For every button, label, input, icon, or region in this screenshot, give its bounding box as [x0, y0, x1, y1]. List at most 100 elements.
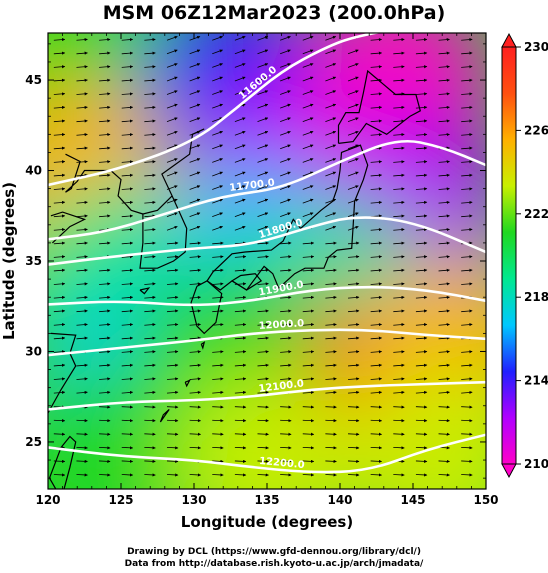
- wind-arrow-514: [76, 105, 88, 110]
- wind-arrow-195: [166, 336, 179, 340]
- wind-arrow-613: [166, 35, 178, 41]
- wind-arrow-186: [393, 350, 405, 354]
- wind-arrow-509: [393, 119, 405, 123]
- wind-arrow-14: [370, 473, 383, 477]
- wind-arrow-539: [212, 90, 223, 95]
- wind-arrow-303: [461, 268, 473, 272]
- wind-arrow-275: [257, 282, 269, 286]
- wind-arrow-1: [76, 473, 88, 477]
- wind-arrow-569: [461, 78, 473, 82]
- wind-arrow-622: [370, 37, 383, 42]
- wind-arrow-323: [53, 241, 66, 245]
- wind-arrow-425: [212, 171, 223, 177]
- wind-arrow-248: [76, 295, 88, 300]
- wind-arrow-291: [189, 268, 201, 272]
- wind-arrow-484: [257, 130, 269, 136]
- wind-arrow-297: [325, 268, 337, 272]
- wind-arrow-202: [325, 336, 337, 340]
- wind-arrow-466: [280, 144, 291, 150]
- wind-arrow-433: [393, 173, 405, 177]
- wind-arrow-152: [53, 363, 66, 367]
- wind-arrow-368: [212, 212, 223, 218]
- wind-arrow-3: [121, 473, 134, 477]
- wind-arrow-150: [438, 377, 450, 381]
- wind-arrow-141: [234, 377, 247, 381]
- wind-arrow-537: [166, 90, 178, 95]
- wind-arrow-203: [347, 336, 360, 340]
- wind-arrow-586: [415, 65, 428, 69]
- wind-arrow-322: [461, 255, 473, 259]
- wind-arrow-378: [438, 214, 450, 218]
- wind-arrow-120: [189, 390, 201, 395]
- wind-arrow-318: [370, 255, 383, 259]
- wind-arrow-453: [415, 160, 428, 164]
- x-tick-label-1: 125: [108, 493, 133, 507]
- wind-arrow-56: [461, 446, 473, 450]
- coastline-0: [206, 144, 369, 291]
- wind-arrow-32: [348, 459, 360, 463]
- wind-arrow-413: [370, 187, 383, 191]
- wind-arrow-2: [99, 473, 111, 477]
- wind-arrow-423: [166, 171, 178, 177]
- wind-arrow-530: [438, 105, 450, 110]
- wind-arrow-209: [53, 322, 66, 327]
- wind-arrow-193: [121, 336, 134, 340]
- wind-vectors: [53, 35, 473, 477]
- wind-arrow-139: [189, 377, 201, 381]
- wind-arrow-91: [393, 419, 405, 423]
- wind-arrow-73: [415, 432, 428, 436]
- wind-arrow-53: [393, 446, 405, 450]
- coastlines: [48, 69, 422, 489]
- wind-arrow-228: [53, 309, 66, 313]
- wind-arrow-37: [461, 459, 473, 463]
- wind-arrow-106: [302, 405, 315, 409]
- wind-arrow-491: [415, 132, 428, 137]
- wind-arrow-604: [393, 51, 405, 55]
- wind-arrow-585: [393, 65, 405, 69]
- y-tick-label-2: 35: [25, 254, 42, 268]
- wind-arrow-80: [144, 419, 156, 423]
- wind-arrow-359: [438, 227, 450, 232]
- wind-arrow-189: [461, 350, 473, 354]
- wind-arrow-236: [234, 309, 247, 313]
- wind-arrow-372: [302, 212, 314, 218]
- wind-arrow-394: [370, 200, 383, 205]
- wind-arrow-451: [370, 160, 383, 164]
- wind-arrow-171: [53, 350, 66, 354]
- wind-arrow-421: [121, 173, 134, 177]
- wind-arrow-590: [76, 51, 88, 55]
- wind-arrow-112: [438, 405, 450, 409]
- wind-arrow-349: [212, 225, 223, 231]
- wind-arrow-153: [76, 363, 88, 367]
- wind-arrow-522: [257, 103, 269, 109]
- wind-arrow-249: [99, 295, 111, 300]
- wind-arrow-183: [325, 350, 337, 354]
- wind-arrow-67: [280, 432, 292, 436]
- wind-arrow-412: [347, 185, 359, 190]
- coastline-13: [139, 287, 151, 295]
- wind-arrow-64: [212, 432, 224, 436]
- wind-arrow-380: [53, 200, 66, 205]
- wind-arrow-602: [347, 49, 359, 55]
- wind-arrow-416: [438, 187, 450, 191]
- wind-arrow-44: [189, 446, 202, 450]
- wind-arrow-529: [415, 105, 428, 110]
- wind-arrow-142: [257, 377, 269, 381]
- wind-arrow-70: [348, 432, 360, 436]
- wind-arrow-385: [166, 198, 178, 204]
- wind-arrow-443: [189, 158, 201, 163]
- wind-arrow-345: [121, 227, 134, 232]
- wind-arrow-302: [438, 268, 450, 272]
- wind-arrow-567: [415, 78, 428, 82]
- wind-arrow-15: [393, 473, 405, 477]
- wind-arrow-216: [212, 322, 224, 327]
- wind-arrow-476: [76, 132, 88, 137]
- wind-arrow-87: [302, 419, 315, 423]
- wind-arrow-240: [325, 309, 337, 313]
- wind-arrow-384: [144, 200, 156, 205]
- wind-arrow-225: [415, 322, 428, 327]
- wind-arrow-194: [144, 336, 156, 340]
- coastline-7: [50, 211, 87, 244]
- wind-arrow-288: [121, 268, 134, 272]
